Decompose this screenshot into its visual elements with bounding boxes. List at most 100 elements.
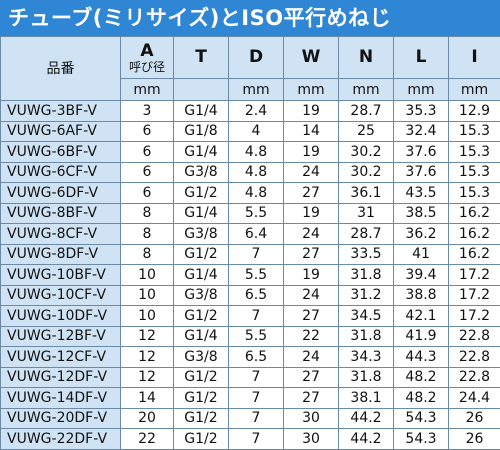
cell-t: G1/4 bbox=[174, 265, 229, 286]
cell-a: 12 bbox=[121, 326, 174, 347]
cell-a: 6 bbox=[121, 142, 174, 163]
cell-a: 12 bbox=[121, 347, 174, 368]
cell-a: 3 bbox=[121, 101, 174, 122]
cell-n: 31 bbox=[339, 203, 394, 224]
cell-l: 43.5 bbox=[394, 183, 449, 204]
cell-n: 25 bbox=[339, 121, 394, 142]
cell-i: 22.8 bbox=[449, 347, 500, 368]
cell-w: 30 bbox=[284, 429, 339, 450]
cell-d: 6.5 bbox=[229, 285, 284, 306]
cell-n: 44.2 bbox=[339, 429, 394, 450]
cell-i: 26 bbox=[449, 408, 500, 429]
cell-a: 8 bbox=[121, 244, 174, 265]
unit-n: mm bbox=[339, 79, 394, 101]
cell-a: 20 bbox=[121, 408, 174, 429]
header-a: A 呼び径 bbox=[121, 37, 174, 79]
cell-t: G3/8 bbox=[174, 162, 229, 183]
cell-w: 24 bbox=[284, 224, 339, 245]
cell-l: 41 bbox=[394, 244, 449, 265]
cell-a: 14 bbox=[121, 388, 174, 409]
unit-l: mm bbox=[394, 79, 449, 101]
cell-d: 4.8 bbox=[229, 183, 284, 204]
cell-d: 5.5 bbox=[229, 265, 284, 286]
unit-d: mm bbox=[229, 79, 284, 101]
cell-model: VUWG-6BF-V bbox=[1, 142, 121, 163]
cell-l: 38.5 bbox=[394, 203, 449, 224]
header-i-label: I bbox=[471, 47, 477, 67]
header-l-label: L bbox=[416, 47, 427, 67]
cell-n: 28.7 bbox=[339, 101, 394, 122]
cell-d: 6.4 bbox=[229, 224, 284, 245]
cell-model: VUWG-12DF-V bbox=[1, 367, 121, 388]
header-a-sublabel: 呼び径 bbox=[121, 61, 173, 73]
cell-model: VUWG-22DF-V bbox=[1, 429, 121, 450]
cell-a: 8 bbox=[121, 224, 174, 245]
cell-n: 44.2 bbox=[339, 408, 394, 429]
cell-w: 19 bbox=[284, 142, 339, 163]
unit-w: mm bbox=[284, 79, 339, 101]
cell-n: 31.8 bbox=[339, 265, 394, 286]
cell-n: 30.2 bbox=[339, 162, 394, 183]
cell-a: 6 bbox=[121, 183, 174, 204]
cell-d: 7 bbox=[229, 367, 284, 388]
cell-i: 26 bbox=[449, 429, 500, 450]
cell-model: VUWG-10DF-V bbox=[1, 306, 121, 327]
cell-w: 30 bbox=[284, 408, 339, 429]
cell-w: 24 bbox=[284, 285, 339, 306]
cell-w: 24 bbox=[284, 347, 339, 368]
cell-t: G3/8 bbox=[174, 285, 229, 306]
cell-a: 12 bbox=[121, 367, 174, 388]
header-i: I bbox=[449, 37, 500, 79]
cell-n: 34.5 bbox=[339, 306, 394, 327]
cell-t: G1/2 bbox=[174, 244, 229, 265]
cell-t: G3/8 bbox=[174, 347, 229, 368]
cell-n: 33.5 bbox=[339, 244, 394, 265]
cell-model: VUWG-6AF-V bbox=[1, 121, 121, 142]
cell-t: G1/4 bbox=[174, 203, 229, 224]
unit-i: mm bbox=[449, 79, 500, 101]
cell-model: VUWG-12CF-V bbox=[1, 347, 121, 368]
cell-i: 15.3 bbox=[449, 142, 500, 163]
cell-w: 24 bbox=[284, 162, 339, 183]
cell-d: 7 bbox=[229, 408, 284, 429]
cell-model: VUWG-10BF-V bbox=[1, 265, 121, 286]
cell-t: G1/2 bbox=[174, 429, 229, 450]
cell-w: 27 bbox=[284, 183, 339, 204]
cell-model: VUWG-14DF-V bbox=[1, 388, 121, 409]
unit-t bbox=[174, 79, 229, 101]
cell-n: 30.2 bbox=[339, 142, 394, 163]
cell-d: 4 bbox=[229, 121, 284, 142]
cell-i: 16.2 bbox=[449, 244, 500, 265]
spec-table: 品番 A 呼び径 T D W N L I mm mm mm mm mm mm V… bbox=[0, 36, 500, 450]
cell-w: 19 bbox=[284, 203, 339, 224]
cell-w: 19 bbox=[284, 101, 339, 122]
header-w-label: W bbox=[302, 47, 321, 67]
cell-t: G1/2 bbox=[174, 367, 229, 388]
cell-i: 17.2 bbox=[449, 285, 500, 306]
cell-a: 22 bbox=[121, 429, 174, 450]
cell-n: 31.8 bbox=[339, 367, 394, 388]
cell-w: 14 bbox=[284, 121, 339, 142]
header-t: T bbox=[174, 37, 229, 79]
cell-l: 54.3 bbox=[394, 408, 449, 429]
unit-a: mm bbox=[121, 79, 174, 101]
header-l: L bbox=[394, 37, 449, 79]
cell-model: VUWG-6CF-V bbox=[1, 162, 121, 183]
cell-a: 10 bbox=[121, 285, 174, 306]
cell-l: 37.6 bbox=[394, 142, 449, 163]
cell-i: 16.2 bbox=[449, 224, 500, 245]
cell-l: 37.6 bbox=[394, 162, 449, 183]
cell-t: G1/2 bbox=[174, 183, 229, 204]
cell-i: 17.2 bbox=[449, 306, 500, 327]
cell-model: VUWG-8CF-V bbox=[1, 224, 121, 245]
cell-i: 15.3 bbox=[449, 162, 500, 183]
